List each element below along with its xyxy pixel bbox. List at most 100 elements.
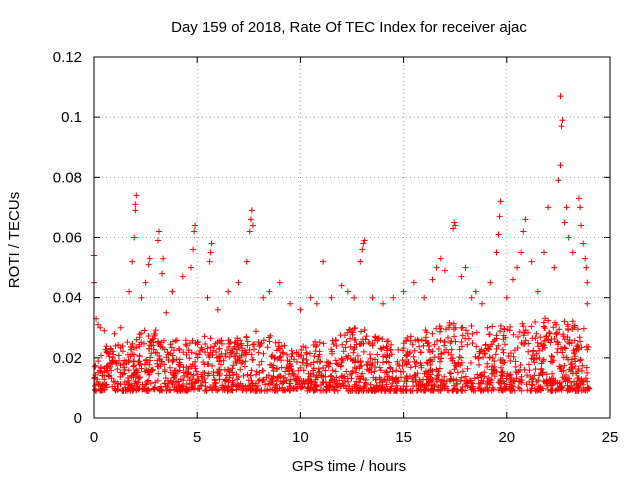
data-point [129, 385, 136, 392]
data-point [376, 379, 383, 386]
data-point [561, 318, 568, 325]
data-point [478, 346, 485, 353]
data-point [186, 377, 193, 384]
data-point [350, 346, 357, 353]
data-point [145, 386, 152, 393]
data-point [575, 366, 582, 372]
data-point [213, 349, 220, 356]
data-point [540, 356, 547, 363]
data-point [320, 379, 327, 386]
data-point [551, 336, 558, 342]
data-point [484, 324, 491, 331]
data-point-spike [248, 207, 255, 214]
data-point [446, 369, 453, 376]
data-point [571, 355, 578, 362]
data-point [293, 359, 300, 365]
data-point [112, 342, 119, 349]
data-point [435, 384, 442, 391]
data-point [178, 386, 185, 393]
x-axis-label: GPS time / hours [292, 458, 406, 475]
data-point [424, 380, 431, 387]
data-point [441, 373, 448, 380]
data-point [161, 366, 168, 373]
data-point [130, 363, 137, 370]
data-point [543, 377, 550, 384]
data-point [482, 341, 489, 348]
data-point [157, 383, 164, 390]
data-point-spike [208, 240, 215, 247]
data-point [528, 382, 535, 389]
data-point [527, 374, 534, 380]
data-point [237, 366, 244, 373]
data-point [433, 325, 440, 332]
data-point [349, 387, 356, 394]
data-point [280, 350, 287, 357]
data-point [574, 375, 581, 382]
data-point [192, 379, 198, 386]
data-point [103, 343, 110, 350]
data-point [475, 385, 482, 392]
data-point [223, 377, 229, 384]
data-point [230, 362, 237, 369]
data-point [410, 353, 417, 360]
data-point [510, 353, 517, 360]
data-point [372, 334, 379, 341]
data-point [580, 325, 587, 332]
x-tick-label: 15 [395, 429, 412, 446]
data-point-spike [380, 300, 386, 307]
data-point [218, 361, 224, 368]
data-point [403, 352, 410, 359]
data-point-spike [97, 324, 104, 331]
data-point [110, 378, 117, 385]
data-point [342, 344, 349, 351]
data-point [138, 365, 145, 372]
data-point [556, 363, 563, 370]
data-point [389, 368, 396, 375]
data-point [117, 381, 124, 388]
data-point [435, 376, 442, 383]
data-point [173, 356, 180, 363]
data-point [372, 356, 378, 363]
data-point [103, 365, 110, 372]
data-point-spike [577, 204, 584, 211]
data-point [371, 333, 378, 340]
data-point [176, 359, 183, 366]
data-point [539, 371, 546, 378]
data-point [256, 361, 263, 368]
data-point [533, 350, 540, 357]
data-point [492, 351, 499, 358]
data-point [147, 354, 153, 361]
data-point [354, 352, 361, 359]
data-point [513, 375, 520, 382]
data-point [553, 330, 560, 337]
data-point [97, 387, 104, 394]
data-point [377, 345, 384, 352]
data-point [510, 331, 517, 338]
data-point [490, 386, 497, 393]
data-point [393, 367, 400, 374]
data-point-spike [131, 234, 138, 241]
data-point [167, 341, 174, 348]
data-point [446, 322, 453, 328]
data-point [98, 352, 105, 359]
data-point-spike [584, 300, 591, 307]
data-point [380, 359, 386, 366]
data-point [505, 353, 512, 359]
data-point [316, 339, 323, 346]
data-point [403, 383, 410, 390]
data-point-spike [328, 294, 335, 301]
data-point [220, 357, 227, 364]
data-point-spike [133, 192, 140, 199]
data-point-spike [246, 228, 253, 235]
data-point [576, 385, 583, 391]
data-point [141, 361, 148, 368]
data-point [483, 380, 490, 387]
data-point [499, 346, 506, 353]
data-point [554, 338, 561, 345]
data-point [411, 347, 418, 354]
data-point [131, 344, 138, 351]
data-point [530, 356, 537, 363]
data-point [230, 372, 237, 378]
data-point [310, 371, 317, 378]
data-point [151, 332, 158, 339]
